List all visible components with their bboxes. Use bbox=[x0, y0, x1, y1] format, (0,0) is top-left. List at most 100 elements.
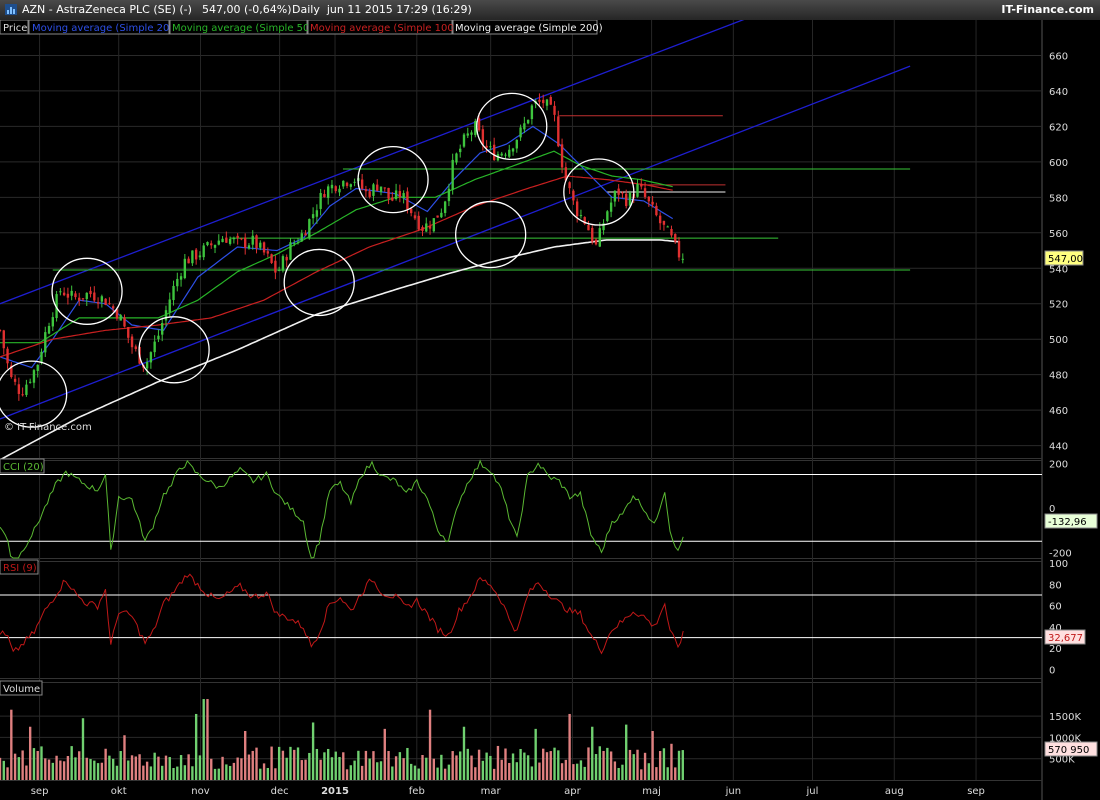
legend-ma200[interactable]: Moving average (Simple 200) bbox=[455, 23, 603, 34]
price-legend: Price Moving average (Simple 20) Moving … bbox=[0, 20, 603, 35]
volume-bar bbox=[613, 761, 617, 780]
volume-bar bbox=[319, 759, 322, 780]
volume-bar bbox=[240, 758, 243, 780]
candle-down bbox=[364, 189, 368, 192]
volume-bar bbox=[500, 759, 503, 780]
volume-bar bbox=[364, 750, 368, 780]
annotation-circle bbox=[563, 158, 635, 226]
candle-down bbox=[89, 290, 92, 295]
annotation-circle bbox=[138, 316, 210, 384]
candle-up bbox=[470, 132, 473, 135]
candle-down bbox=[334, 186, 337, 192]
candle-up bbox=[504, 154, 507, 156]
volume-bar bbox=[489, 755, 492, 780]
volume-bar bbox=[598, 746, 601, 780]
candle-up bbox=[515, 139, 518, 149]
candle-down bbox=[428, 226, 432, 229]
volume-bar bbox=[459, 751, 462, 780]
candle-up bbox=[455, 153, 458, 163]
candle-up bbox=[198, 255, 202, 258]
candle-down bbox=[391, 197, 394, 201]
legend-price[interactable]: Price bbox=[3, 23, 27, 34]
candle-up bbox=[40, 351, 43, 363]
volume-bar bbox=[602, 750, 605, 780]
volume-bar bbox=[149, 766, 153, 780]
volume-bar bbox=[425, 757, 428, 780]
volume-last-label: 570 950 bbox=[1044, 741, 1098, 757]
volume-bar bbox=[553, 747, 556, 780]
candle-up bbox=[447, 188, 451, 202]
candle-down bbox=[640, 183, 643, 187]
cci-label: CCI (20) bbox=[0, 458, 45, 474]
candle-up bbox=[379, 186, 383, 193]
rsi-tick-label: 100 bbox=[1049, 559, 1068, 570]
candle-down bbox=[17, 384, 21, 394]
last-price-label: 547,00 bbox=[1044, 250, 1084, 266]
candle-up bbox=[247, 245, 251, 249]
legend-ma100[interactable]: Moving average (Simple 100) bbox=[310, 23, 458, 34]
rsi-tick-label: 0 bbox=[1049, 665, 1055, 676]
volume-bar bbox=[66, 756, 70, 780]
volume-bar bbox=[632, 754, 635, 780]
volume-bar bbox=[255, 747, 258, 780]
volume-bar bbox=[515, 762, 518, 780]
rsi-pane-bg bbox=[0, 561, 1042, 678]
candle-up bbox=[59, 291, 62, 293]
candle-down bbox=[575, 201, 579, 217]
volume-bar bbox=[179, 755, 183, 780]
volume-bar bbox=[538, 762, 541, 780]
volume-bar bbox=[545, 752, 549, 780]
legend-ma50[interactable]: Moving average (Simple 50) bbox=[172, 23, 313, 34]
volume-bar bbox=[462, 726, 466, 780]
volume-bar bbox=[402, 758, 405, 780]
volume-bar bbox=[217, 768, 220, 780]
candle-up bbox=[462, 134, 466, 147]
month-tick-label: 2015 bbox=[321, 786, 349, 797]
volume-bar bbox=[213, 768, 217, 780]
volume-bar bbox=[25, 765, 28, 780]
volume-title[interactable]: Volume bbox=[3, 684, 40, 695]
volume-bar bbox=[119, 751, 122, 780]
volume-bar bbox=[123, 735, 126, 780]
candle-down bbox=[406, 191, 409, 210]
volume-bar bbox=[2, 760, 5, 780]
rsi-line bbox=[0, 573, 684, 655]
candle-down bbox=[66, 293, 70, 298]
volume-bar bbox=[625, 724, 628, 780]
candle-down bbox=[78, 297, 81, 301]
candle-up bbox=[217, 240, 220, 245]
rsi-title[interactable]: RSI (9) bbox=[3, 563, 37, 574]
volume-bar bbox=[436, 767, 439, 780]
candle-down bbox=[662, 220, 666, 225]
volume-bar bbox=[93, 760, 96, 780]
volume-bar bbox=[127, 760, 130, 780]
chart-icon bbox=[5, 4, 17, 15]
volume-bar bbox=[32, 748, 36, 780]
volume-bar bbox=[285, 757, 288, 780]
volume-bar bbox=[594, 754, 598, 780]
candle-down bbox=[74, 293, 77, 298]
candle-up bbox=[100, 296, 104, 302]
legend-ma20[interactable]: Moving average (Simple 20) bbox=[32, 23, 173, 34]
candle-down bbox=[81, 298, 85, 300]
candle-up bbox=[228, 238, 232, 244]
candle-up bbox=[609, 202, 613, 212]
volume-bar bbox=[194, 713, 198, 780]
candle-up bbox=[440, 212, 443, 218]
price-tick-label: 440 bbox=[1049, 442, 1068, 453]
cci-title[interactable]: CCI (20) bbox=[3, 462, 44, 473]
price-pane-bg bbox=[0, 20, 1042, 458]
volume-bar bbox=[398, 752, 402, 780]
candle-down bbox=[651, 201, 654, 205]
annotation-circle bbox=[283, 248, 355, 317]
volume-bar bbox=[360, 765, 364, 780]
candle-up bbox=[277, 269, 281, 271]
candle-down bbox=[594, 239, 598, 245]
cci-tick-label: 0 bbox=[1049, 504, 1055, 515]
volume-label: Volume bbox=[0, 680, 43, 696]
candle-down bbox=[345, 182, 349, 186]
candle-up bbox=[213, 244, 217, 248]
volume-bar bbox=[485, 752, 488, 780]
price-tick-label: 540 bbox=[1049, 264, 1068, 275]
